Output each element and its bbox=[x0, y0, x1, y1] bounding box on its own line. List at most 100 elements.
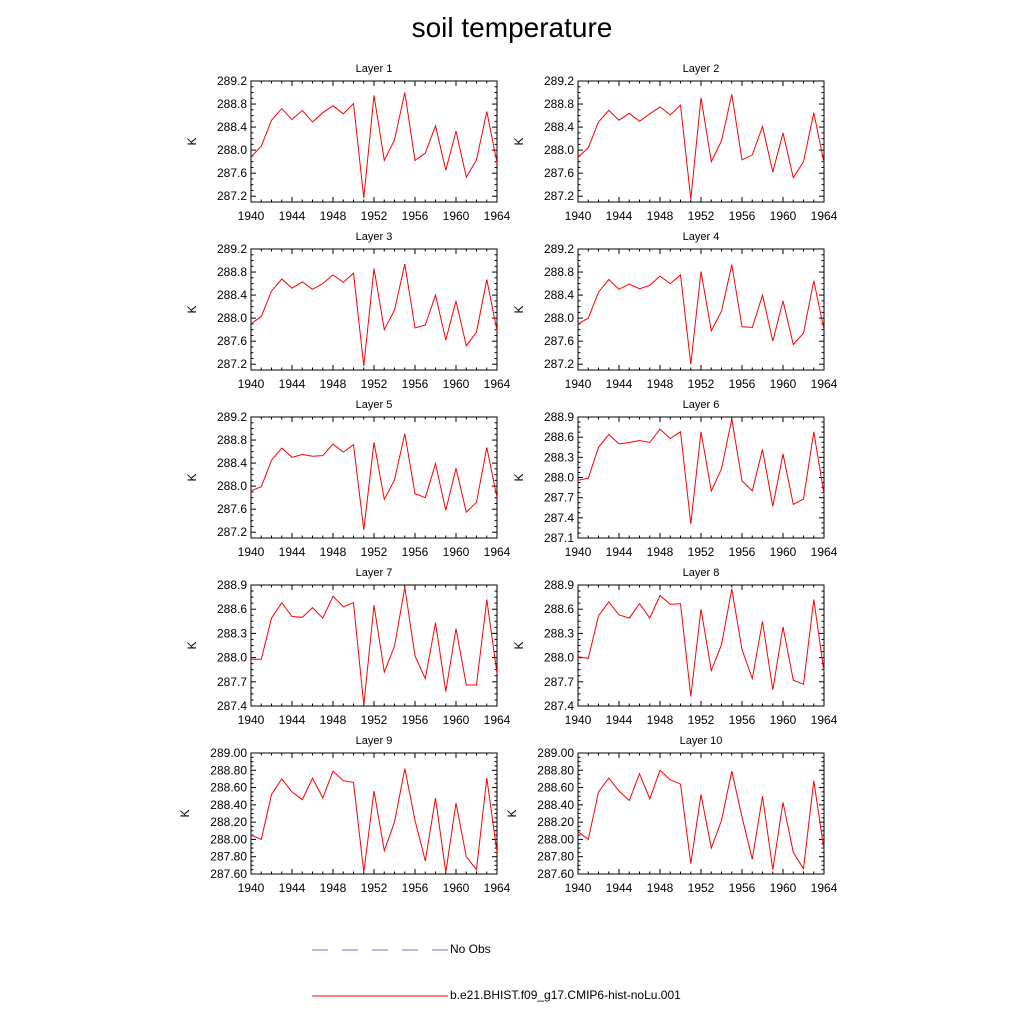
y-tick-label: 288.3 bbox=[544, 626, 574, 640]
y-tick-label: 287.6 bbox=[217, 334, 247, 348]
x-tick-label: 1956 bbox=[402, 881, 429, 895]
y-tick-label: 289.2 bbox=[217, 74, 247, 88]
y-tick-label: 287.7 bbox=[544, 491, 574, 505]
y-axis-label: K bbox=[512, 305, 526, 313]
series-line bbox=[577, 769, 825, 871]
y-axis-label: K bbox=[185, 641, 199, 649]
x-tick-label: 1960 bbox=[443, 377, 470, 391]
x-tick-label: 1944 bbox=[606, 209, 633, 223]
x-tick-label: 1960 bbox=[770, 713, 797, 727]
legend-label-no-obs: No Obs bbox=[450, 942, 491, 956]
y-axis-label: K bbox=[185, 137, 199, 145]
series-line bbox=[577, 264, 825, 365]
x-tick-label: 1964 bbox=[484, 881, 511, 895]
plot-frame bbox=[577, 248, 825, 371]
y-tick-label: 287.60 bbox=[537, 867, 574, 881]
y-tick-label: 287.4 bbox=[544, 511, 574, 525]
x-tick-label: 1948 bbox=[647, 881, 674, 895]
plot-frame bbox=[577, 752, 825, 875]
x-tick-label: 1944 bbox=[606, 713, 633, 727]
y-tick-label: 289.2 bbox=[217, 410, 247, 424]
x-tick-label: 1956 bbox=[402, 713, 429, 727]
y-tick-label: 288.3 bbox=[544, 450, 574, 464]
y-tick-label: 288.20 bbox=[210, 815, 247, 829]
x-tick-label: 1940 bbox=[238, 713, 265, 727]
x-tick-label: 1940 bbox=[565, 545, 592, 559]
figure-title: soil temperature bbox=[411, 12, 613, 43]
x-tick-label: 1964 bbox=[811, 545, 838, 559]
x-tick-label: 1960 bbox=[770, 377, 797, 391]
y-tick-label: 287.2 bbox=[217, 357, 247, 371]
x-tick-label: 1948 bbox=[647, 377, 674, 391]
x-tick-label: 1960 bbox=[443, 209, 470, 223]
x-tick-label: 1944 bbox=[279, 713, 306, 727]
x-tick-label: 1964 bbox=[811, 209, 838, 223]
panel-layer-9: Layer 9 287.60 287.80 288.00 288.20 288.40 288… bbox=[178, 735, 511, 895]
x-tick-label: 1956 bbox=[729, 377, 756, 391]
y-tick-label: 287.2 bbox=[544, 189, 574, 203]
plot-frame bbox=[250, 416, 498, 539]
x-tick-label: 1948 bbox=[647, 545, 674, 559]
y-tick-label: 287.1 bbox=[544, 531, 574, 545]
y-tick-label: 287.2 bbox=[217, 525, 247, 539]
panel-title: Layer 2 bbox=[683, 63, 720, 75]
y-tick-label: 288.00 bbox=[537, 832, 574, 846]
y-tick-label: 288.6 bbox=[544, 430, 574, 444]
y-tick-label: 287.7 bbox=[544, 675, 574, 689]
x-tick-label: 1948 bbox=[320, 545, 347, 559]
y-tick-label: 288.4 bbox=[544, 288, 574, 302]
series-line bbox=[251, 587, 498, 706]
x-tick-label: 1960 bbox=[770, 209, 797, 223]
x-tick-label: 1940 bbox=[238, 377, 265, 391]
y-tick-label: 288.0 bbox=[544, 143, 574, 157]
y-tick-label: 287.2 bbox=[217, 189, 247, 203]
y-tick-label: 288.0 bbox=[544, 311, 574, 325]
panel-title: Layer 6 bbox=[683, 399, 720, 411]
y-axis-label: K bbox=[185, 473, 199, 481]
x-tick-label: 1948 bbox=[647, 713, 674, 727]
x-tick-label: 1964 bbox=[484, 377, 511, 391]
series-line bbox=[577, 588, 825, 697]
y-tick-label: 288.8 bbox=[217, 265, 247, 279]
y-tick-label: 287.4 bbox=[217, 699, 247, 713]
y-tick-label: 288.0 bbox=[544, 471, 574, 485]
x-tick-label: 1944 bbox=[606, 377, 633, 391]
x-tick-label: 1952 bbox=[688, 545, 715, 559]
y-tick-label: 288.8 bbox=[544, 97, 574, 111]
y-tick-label: 287.80 bbox=[537, 850, 574, 864]
y-tick-label: 288.80 bbox=[537, 763, 574, 777]
y-tick-label: 288.00 bbox=[210, 832, 247, 846]
x-tick-label: 1952 bbox=[361, 545, 388, 559]
y-axis-label: K bbox=[185, 305, 199, 313]
x-tick-label: 1940 bbox=[238, 545, 265, 559]
series-line bbox=[250, 768, 498, 873]
series-line bbox=[250, 92, 498, 199]
panel-title: Layer 1 bbox=[356, 63, 393, 75]
y-tick-label: 287.7 bbox=[217, 675, 247, 689]
x-tick-label: 1944 bbox=[606, 881, 633, 895]
y-tick-label: 288.40 bbox=[210, 798, 247, 812]
y-tick-label: 288.60 bbox=[210, 781, 247, 795]
x-tick-label: 1964 bbox=[484, 713, 511, 727]
x-tick-label: 1952 bbox=[688, 713, 715, 727]
panel-title: Layer 5 bbox=[356, 399, 393, 411]
x-tick-label: 1956 bbox=[729, 545, 756, 559]
panel-title: Layer 8 bbox=[683, 567, 720, 579]
x-tick-label: 1944 bbox=[279, 881, 306, 895]
x-tick-label: 1948 bbox=[320, 377, 347, 391]
y-tick-label: 288.0 bbox=[217, 479, 247, 493]
y-tick-label: 288.0 bbox=[217, 651, 247, 665]
y-tick-label: 288.4 bbox=[217, 456, 247, 470]
legend-item-no-obs: No Obs bbox=[312, 940, 612, 960]
panel-layer-8: Layer 8 287.4 287.7 288.0 288.3 288.6 288.9 194… bbox=[512, 567, 838, 727]
y-axis-label: K bbox=[512, 473, 526, 481]
x-tick-label: 1944 bbox=[606, 545, 633, 559]
x-tick-label: 1964 bbox=[484, 545, 511, 559]
series-line bbox=[577, 94, 825, 200]
y-tick-label: 289.00 bbox=[537, 746, 574, 760]
series-line bbox=[250, 433, 498, 530]
panel-layer-4: Layer 4 287.2 287.6 288.0 288.4 288.8 289.2 194… bbox=[512, 231, 838, 391]
y-axis-label: K bbox=[512, 137, 526, 145]
panel-layer-2: Layer 2 287.2 287.6 288.0 288.4 288.8 289.2 194… bbox=[512, 63, 838, 223]
